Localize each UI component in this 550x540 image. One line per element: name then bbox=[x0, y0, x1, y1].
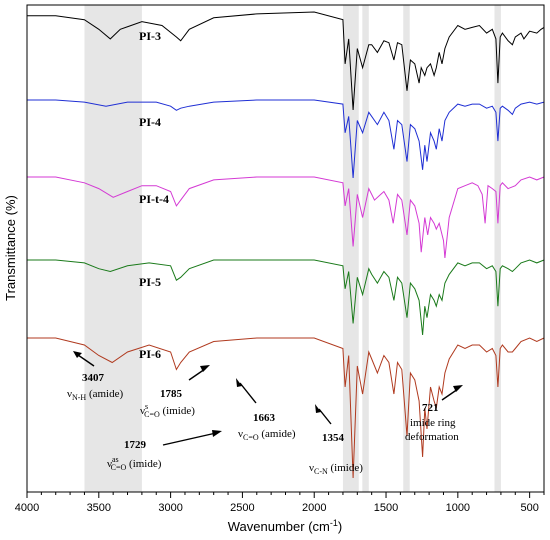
x-tick-label: 3500 bbox=[87, 502, 111, 514]
series-label-pi-t-4: PI-t-4 bbox=[139, 192, 169, 206]
annotation-number: 1785 bbox=[160, 388, 183, 400]
annotation-number: 721 bbox=[422, 402, 439, 414]
arrow-3407 bbox=[77, 354, 95, 367]
highlight-bands bbox=[84, 5, 501, 492]
annotation-mode: νN-H (amide) bbox=[67, 388, 123, 402]
highlight-band bbox=[84, 5, 142, 492]
annotation-number: 1354 bbox=[322, 432, 345, 444]
y-axis-title: Transmittance (%) bbox=[3, 195, 18, 301]
annotation-3407: 3407 νN-H (amide) bbox=[67, 372, 123, 402]
annotation-mode-line2: deformation bbox=[405, 431, 459, 443]
x-tick-label: 4000 bbox=[15, 502, 39, 514]
series-line-pi-3 bbox=[27, 11, 545, 111]
arrow-721 bbox=[441, 388, 459, 401]
annotation-mode: νC-N (imide) bbox=[309, 462, 363, 476]
annotation-mode: νas C=O (imide) bbox=[107, 455, 162, 472]
x-tick-label: 2000 bbox=[302, 502, 326, 514]
annotation-1663: 1663 νC=O (amide) bbox=[238, 412, 296, 442]
x-axis-title: Wavenumber (cm-1) bbox=[228, 518, 342, 534]
annotation-mode: νs C=O (imide) bbox=[140, 402, 195, 419]
x-tick-label: 1000 bbox=[446, 502, 470, 514]
annotation-number: 1663 bbox=[253, 412, 276, 424]
x-tick-label: 1500 bbox=[374, 502, 398, 514]
annotation-arrows bbox=[77, 354, 459, 446]
series-label-pi-4: PI-4 bbox=[139, 115, 161, 129]
annotation-1354: 1354 νC-N (imide) bbox=[309, 432, 363, 476]
x-axis: 4000 3500 3000 2500 2000 1500 1000 500 bbox=[15, 492, 545, 514]
arrow-1785 bbox=[188, 368, 206, 381]
arrow-1663 bbox=[239, 382, 257, 404]
series-line-pi-4 bbox=[27, 99, 545, 179]
annotation-mode: imide ring bbox=[410, 417, 456, 429]
series-line-pi-5 bbox=[27, 259, 545, 336]
x-tick-label: 3000 bbox=[158, 502, 182, 514]
annotation-number: 1729 bbox=[124, 439, 147, 451]
highlight-band bbox=[403, 5, 410, 492]
highlight-band bbox=[494, 5, 501, 492]
annotation-arrowheads bbox=[73, 351, 463, 437]
arrow-1729 bbox=[162, 432, 217, 446]
annotation-number: 3407 bbox=[82, 372, 105, 384]
series-label-pi-5: PI-5 bbox=[139, 275, 161, 289]
spectra bbox=[27, 11, 545, 479]
series-line-pi-t-4 bbox=[27, 176, 545, 259]
series-label-pi-6: PI-6 bbox=[139, 347, 161, 361]
highlight-band bbox=[362, 5, 369, 492]
x-tick-label: 2500 bbox=[230, 502, 254, 514]
x-tick-label: 500 bbox=[520, 502, 538, 514]
annotation-1785: 1785 νs C=O (imide) bbox=[140, 388, 195, 419]
annotation-1729: 1729 νas C=O (imide) bbox=[107, 439, 162, 472]
annotation-721: 721 imide ring deformation bbox=[405, 402, 459, 443]
series-label-pi-3: PI-3 bbox=[139, 29, 161, 43]
annotation-mode: νC=O (amide) bbox=[238, 428, 296, 442]
series-line-pi-6 bbox=[27, 337, 545, 479]
arrow-1354 bbox=[318, 408, 332, 425]
